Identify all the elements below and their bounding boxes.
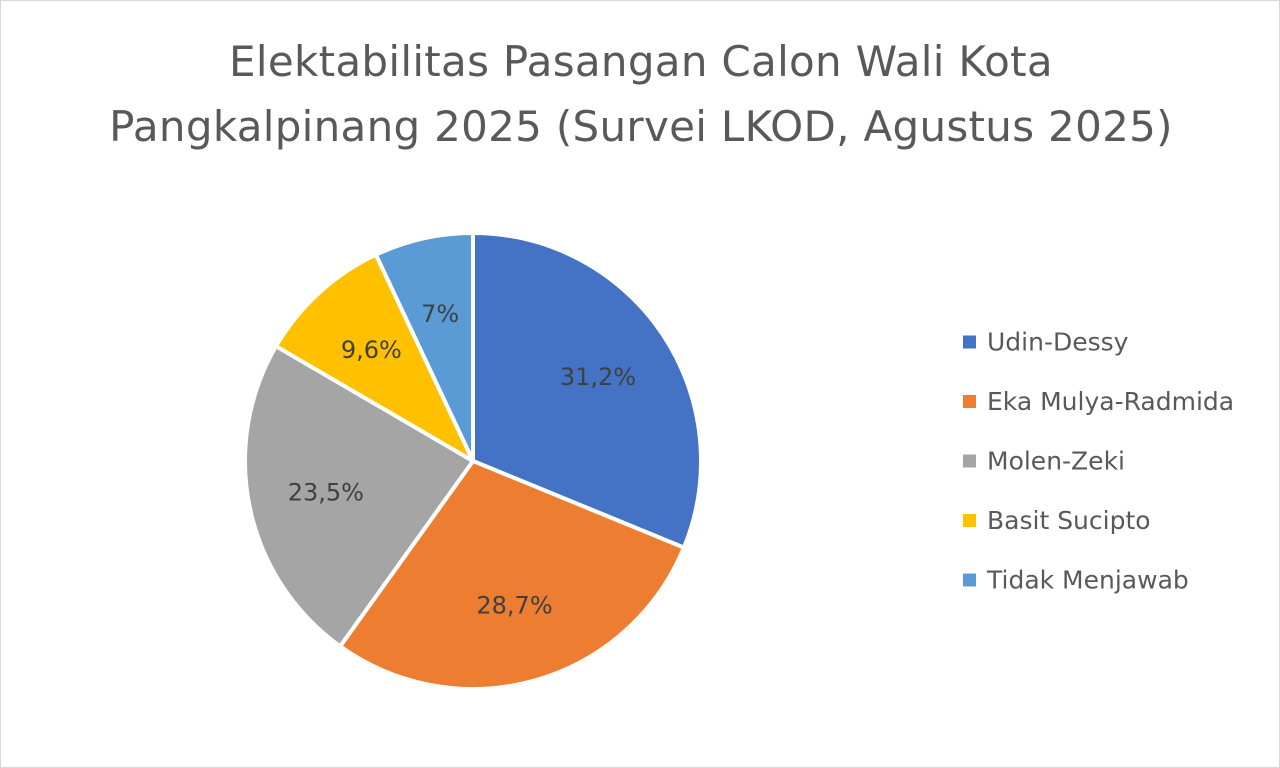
legend-swatch-basit-sucipto [963,514,976,527]
pie-data-labels: 31,2% 28,7% 23,5% 9,6% 7% [288,300,636,619]
chart-title-line-2: Pangkalpinang 2025 (Survei LKOD, Agustus… [109,102,1173,151]
legend-swatch-molen-zeki [963,454,976,468]
legend: Udin-Dessy Eka Mulya-Radmida Molen-Zeki Bas… [963,328,1234,595]
data-label-eka-mulya-radmida: 28,7% [476,592,552,620]
legend-swatch-tidak-menjawab [963,573,976,587]
data-label-molen-zeki: 23,5% [288,478,364,506]
pie-slice-molen-zeki [243,344,475,649]
pie-slice-eka-mulya-radmida [338,459,686,691]
chart-title-line-1: Elektabilitas Pasangan Calon Wali Kota [229,37,1053,86]
pie-slice-basit-sucipto [274,252,475,463]
pie-slice-udin-dessy [471,231,703,550]
data-label-basit-sucipto: 9,6% [341,336,402,364]
legend-swatch-udin-dessy [963,335,976,349]
legend-label-basit-sucipto: Basit Sucipto [987,506,1151,535]
legend-swatch-eka-mulya-radmida [963,395,976,408]
data-label-tidak-menjawab: 7% [421,300,459,328]
legend-label-molen-zeki: Molen-Zeki [987,447,1125,476]
legend-label-udin-dessy: Udin-Dessy [987,328,1129,357]
data-label-udin-dessy: 31,2% [560,363,636,391]
legend-label-tidak-menjawab: Tidak Menjawab [986,566,1189,595]
legend-label-eka-mulya-radmida: Eka Mulya-Radmida [987,387,1234,416]
pie-slice-tidak-menjawab [373,231,475,463]
pie-slices [243,231,703,691]
